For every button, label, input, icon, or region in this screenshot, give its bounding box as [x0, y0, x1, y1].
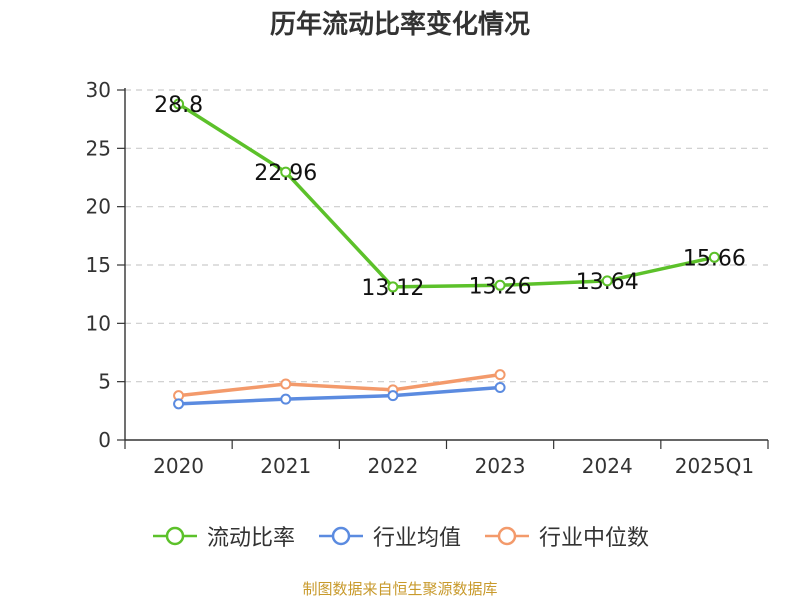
legend-label-industry-median: 行业中位数 — [539, 526, 650, 551]
y-tick-label: 5 — [98, 370, 111, 394]
y-tick-label: 15 — [86, 253, 111, 277]
y-tick-label: 10 — [86, 311, 111, 335]
data-label: 22.96 — [254, 161, 317, 186]
series-line-2 — [178, 372, 501, 398]
legend-item-industry-median[interactable]: 行业中位数 — [483, 520, 649, 552]
x-tick-label: 2024 — [582, 454, 633, 478]
data-point-0 — [708, 251, 720, 263]
chart-title: 历年流动比率变化情况 — [269, 10, 530, 40]
data-source-note: 制图数据来自恒生聚源数据库 — [302, 580, 498, 598]
legend-label-current-ratio: 流动比率 — [206, 526, 295, 551]
data-label: 15.66 — [683, 246, 746, 271]
data-label: 28.8 — [154, 93, 203, 118]
data-point-1 — [387, 390, 399, 402]
y-tick-label: 30 — [86, 78, 111, 102]
legend-item-industry-mean[interactable]: 行业均值 — [317, 520, 461, 552]
data-point-1 — [173, 398, 185, 410]
data-point-0 — [173, 98, 185, 110]
legend-marker-industry-mean — [318, 526, 363, 546]
data-point-2 — [280, 378, 292, 390]
data-point-1 — [280, 393, 292, 405]
legend: 流动比率 行业均值 行业中位数 — [0, 520, 800, 552]
y-tick-label: 0 — [98, 428, 111, 452]
data-label: 13.26 — [469, 274, 532, 299]
y-tick-label: 25 — [86, 136, 111, 160]
data-point-0 — [601, 275, 613, 287]
data-label: 13.12 — [361, 276, 424, 301]
legend-marker-current-ratio — [152, 526, 197, 546]
data-point-0 — [494, 279, 506, 291]
data-point-0 — [387, 281, 399, 293]
data-point-0 — [280, 166, 292, 178]
legend-label-industry-mean: 行业均值 — [372, 526, 461, 551]
series-line-0 — [177, 102, 715, 289]
x-tick-label: 2022 — [367, 454, 418, 478]
x-tick-label: 2023 — [475, 454, 526, 478]
data-point-1 — [494, 382, 506, 393]
data-label: 13.64 — [576, 270, 639, 295]
series-line-1 — [178, 385, 501, 406]
x-tick-label: 2025Q1 — [675, 454, 754, 478]
x-tick-label: 2021 — [260, 454, 311, 478]
legend-item-current-ratio[interactable]: 流动比率 — [151, 520, 295, 552]
x-tick-label: 2020 — [153, 454, 204, 478]
data-point-2 — [494, 369, 506, 381]
legend-marker-industry-median — [485, 526, 529, 546]
y-tick-label: 20 — [86, 195, 111, 219]
